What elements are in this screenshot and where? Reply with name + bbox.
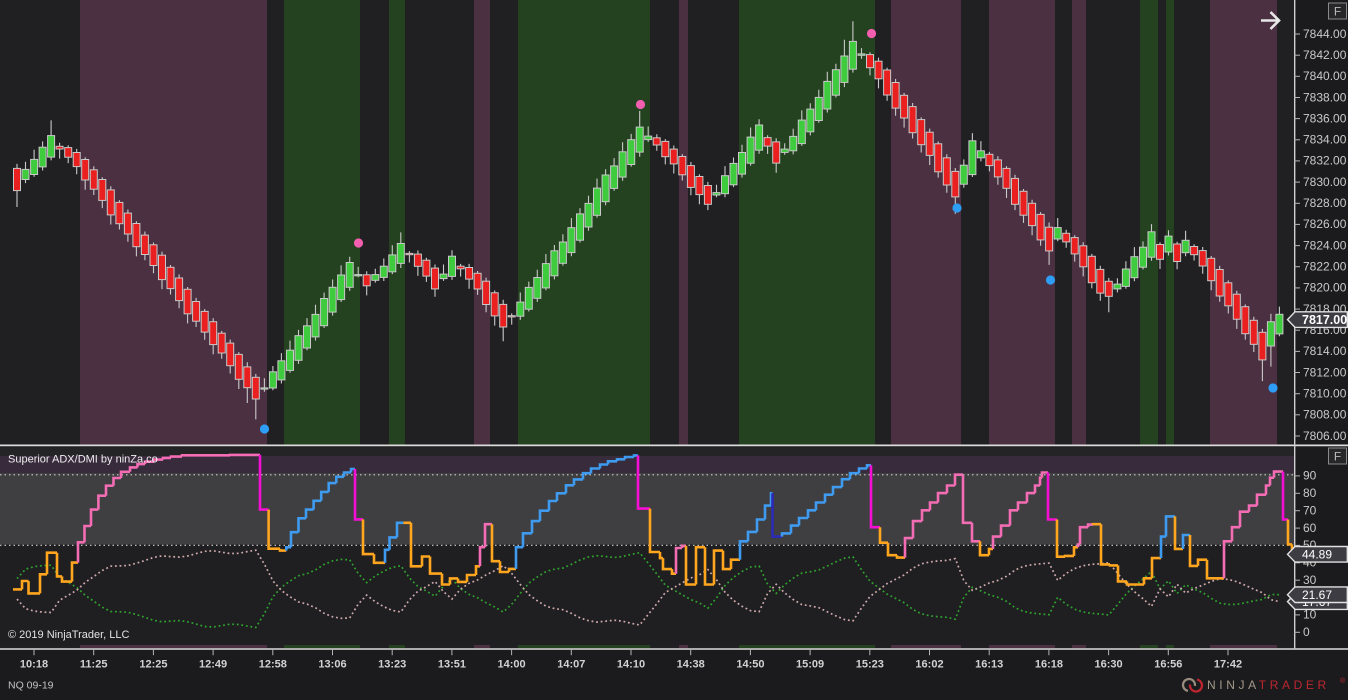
svg-text:12:49: 12:49 (199, 659, 227, 671)
svg-text:7806.00: 7806.00 (1303, 429, 1347, 443)
svg-text:7844.00: 7844.00 (1303, 27, 1347, 41)
svg-text:7812.00: 7812.00 (1303, 365, 1347, 379)
svg-text:90: 90 (1303, 469, 1317, 483)
svg-text:7836.00: 7836.00 (1303, 111, 1347, 125)
svg-text:0: 0 (1303, 625, 1310, 639)
svg-text:7814.00: 7814.00 (1303, 344, 1347, 358)
svg-text:15:23: 15:23 (856, 659, 884, 671)
svg-text:13:51: 13:51 (438, 659, 466, 671)
svg-text:11:25: 11:25 (80, 659, 108, 671)
svg-text:Superior ADX/DMI by ninZa.co: Superior ADX/DMI by ninZa.co (8, 454, 158, 466)
svg-text:7808.00: 7808.00 (1303, 408, 1347, 422)
svg-text:F: F (1334, 450, 1341, 464)
svg-text:7826.00: 7826.00 (1303, 217, 1347, 231)
svg-text:14:50: 14:50 (736, 659, 764, 671)
svg-text:7820.00: 7820.00 (1303, 281, 1347, 295)
svg-text:12:58: 12:58 (259, 659, 287, 671)
svg-text:16:56: 16:56 (1154, 659, 1182, 671)
svg-text:14:10: 14:10 (617, 659, 645, 671)
svg-text:30: 30 (1303, 573, 1317, 587)
svg-text:7830.00: 7830.00 (1303, 175, 1347, 189)
svg-text:60: 60 (1303, 521, 1317, 535)
svg-text:44.89: 44.89 (1302, 548, 1332, 562)
svg-text:NQ 09-19: NQ 09-19 (8, 680, 54, 692)
svg-text:16:02: 16:02 (915, 659, 943, 671)
svg-text:7840.00: 7840.00 (1303, 69, 1347, 83)
svg-text:7822.00: 7822.00 (1303, 260, 1347, 274)
svg-text:F: F (1334, 5, 1341, 19)
svg-text:7810.00: 7810.00 (1303, 387, 1347, 401)
svg-text:14:00: 14:00 (498, 659, 526, 671)
svg-text:7832.00: 7832.00 (1303, 154, 1347, 168)
svg-text:70: 70 (1303, 504, 1317, 518)
svg-text:10: 10 (1303, 608, 1317, 622)
svg-text:13:23: 13:23 (378, 659, 406, 671)
svg-text:7828.00: 7828.00 (1303, 196, 1347, 210)
svg-text:80: 80 (1303, 486, 1317, 500)
svg-text:17:42: 17:42 (1214, 659, 1242, 671)
svg-text:7834.00: 7834.00 (1303, 133, 1347, 147)
svg-text:13:06: 13:06 (318, 659, 346, 671)
svg-text:14:07: 14:07 (557, 659, 585, 671)
svg-text:NINJATRADER: NINJATRADER (1207, 678, 1330, 692)
svg-text:15:09: 15:09 (796, 659, 824, 671)
svg-text:7842.00: 7842.00 (1303, 48, 1347, 62)
svg-text:16:30: 16:30 (1095, 659, 1123, 671)
svg-text:®: ® (1340, 677, 1346, 685)
svg-text:12:25: 12:25 (139, 659, 167, 671)
svg-text:21.67: 21.67 (1302, 588, 1332, 602)
svg-text:© 2019 NinjaTrader, LLC: © 2019 NinjaTrader, LLC (8, 629, 129, 641)
svg-text:16:18: 16:18 (1035, 659, 1063, 671)
svg-text:16:13: 16:13 (975, 659, 1003, 671)
svg-text:7838.00: 7838.00 (1303, 90, 1347, 104)
svg-text:7824.00: 7824.00 (1303, 238, 1347, 252)
svg-text:10:18: 10:18 (20, 659, 48, 671)
svg-text:14:38: 14:38 (677, 659, 705, 671)
svg-text:7817.00: 7817.00 (1302, 313, 1347, 327)
